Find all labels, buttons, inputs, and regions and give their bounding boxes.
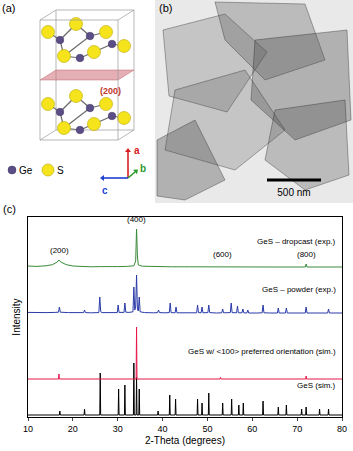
svg-text:Intensity: Intensity [11,298,22,335]
svg-text:(200): (200) [50,246,69,255]
svg-text:(200): (200) [100,86,121,96]
svg-text:(800): (800) [297,250,316,259]
svg-text:(c): (c) [3,203,16,215]
svg-text:Ge: Ge [19,165,33,176]
svg-text:30: 30 [113,424,123,434]
svg-text:10: 10 [23,424,33,434]
svg-text:GeS w/ <100> preferred orienta: GeS w/ <100> preferred orientation (sim.… [188,347,336,356]
svg-text:500 nm: 500 nm [277,187,310,198]
svg-text:c: c [102,185,108,196]
svg-text:(600): (600) [213,250,232,259]
svg-text:S: S [57,165,64,176]
svg-text:40: 40 [158,424,168,434]
svg-text:b: b [140,163,146,174]
svg-text:(a): (a) [2,2,15,14]
svg-text:GeS – dropcast (exp.): GeS – dropcast (exp.) [257,237,336,246]
svg-text:20: 20 [68,424,78,434]
svg-text:60: 60 [247,424,257,434]
svg-text:70: 70 [292,424,302,434]
svg-text:50: 50 [202,424,212,434]
svg-text:GeS – powder (exp.): GeS – powder (exp.) [262,285,336,294]
svg-text:2-Theta (degrees): 2-Theta (degrees) [145,435,225,446]
svg-text:a: a [134,145,140,156]
svg-text:(b): (b) [159,2,172,14]
svg-text:(400): (400) [127,215,146,224]
svg-text:80: 80 [337,424,347,434]
svg-text:GeS (sim.): GeS (sim.) [297,381,336,390]
